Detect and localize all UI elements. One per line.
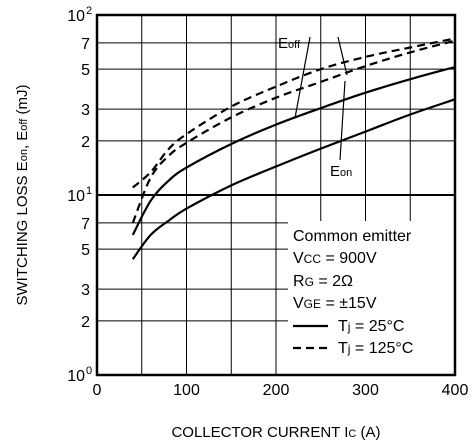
y-tick-label: 2 <box>81 134 90 151</box>
x-axis-title-text: COLLECTOR CURRENT <box>171 424 344 441</box>
x-axis-title: COLLECTOR CURRENT IC (A) <box>171 424 380 441</box>
legend-entry-value: = 125°C <box>350 340 413 357</box>
x-axis-title-symbol-sub: C <box>348 428 356 440</box>
y-tick-label: 7 <box>81 36 90 53</box>
y-tick-label: 5 <box>81 242 90 259</box>
plot-frame <box>95 13 457 377</box>
annotation-eon: Eon <box>330 163 352 180</box>
legend-condition-base: R <box>293 273 305 290</box>
y-tick-label: 3 <box>81 282 90 299</box>
y-tick-exponent: 2 <box>86 5 92 17</box>
y-tick-label: 3 <box>81 102 90 119</box>
legend-entry-base: T <box>338 340 348 357</box>
legend-condition-base: V <box>293 250 304 267</box>
legend-condition-value: = ±15V <box>321 295 377 312</box>
legend-condition-sub: GE <box>304 297 321 311</box>
legend-entry-label: Tj = 25°C <box>338 318 404 335</box>
annotation-eoff-sub: off <box>288 39 301 51</box>
x-axis-title-unit: (A) <box>356 424 380 441</box>
legend-entry-label: Tj = 125°C <box>338 340 413 357</box>
legend-condition: RG = 2Ω <box>293 273 353 290</box>
y-tick-label: 7 <box>81 216 90 233</box>
x-axis-title-symbol: I <box>344 424 348 441</box>
legend-condition: VCC = 900V <box>293 250 377 267</box>
x-tick-label: 200 <box>263 382 290 399</box>
legend-condition-base: V <box>293 295 304 312</box>
series-line-eoff-solid <box>131 65 456 236</box>
series-line-eoff-dashed <box>131 39 456 224</box>
legend-condition-sub: CC <box>304 252 322 266</box>
legend-entry-value: = 25°C <box>350 318 404 335</box>
x-tick-label: 0 <box>93 382 102 399</box>
series-line-eon-dashed <box>132 37 456 189</box>
y-tick-exponent: 0 <box>86 365 92 377</box>
y-axis-title: SWITCHING LOSS Eon, Eoff (mJ) <box>14 85 31 306</box>
y-tick-label: 2 <box>81 314 90 331</box>
annotation-eoff-base: E <box>278 35 288 52</box>
y-axis-title-text: SWITCHING LOSS <box>14 171 31 305</box>
annotation-eoff: Eoff <box>278 35 301 52</box>
legend-entry-base: T <box>338 318 348 335</box>
y-axis-title-sub: on <box>18 149 30 161</box>
axis-titles: COLLECTOR CURRENT IC (A) SWITCHING LOSS E… <box>14 85 381 441</box>
y-tick-label: 5 <box>81 62 90 79</box>
x-tick-label: 300 <box>352 382 379 399</box>
legend-entry-sub: j <box>347 342 351 356</box>
legend-box <box>288 221 454 374</box>
y-axis-title-part: E <box>14 161 31 171</box>
x-tick-label: 100 <box>173 382 200 399</box>
y-tick-label: 10 <box>67 8 85 25</box>
y-tick-label: 10 <box>67 188 85 205</box>
series-line-eon-solid <box>131 98 456 260</box>
y-axis-title-part: (mJ) <box>14 85 31 119</box>
legend-entry-sub: j <box>347 320 351 334</box>
y-axis-title-sub: off <box>18 118 30 131</box>
annotation-eon-sub: on <box>340 167 352 179</box>
legend-condition: Common emitter <box>293 228 412 245</box>
legend-condition-sub: G <box>305 275 314 289</box>
annotation-eon-base: E <box>330 163 340 180</box>
legend-condition-value: = 2Ω <box>314 273 353 290</box>
annotation-eon-leader <box>339 80 346 161</box>
annotation-eoff-leader <box>294 36 311 119</box>
y-axis-title-part: , E <box>14 131 31 149</box>
annotation-eoff-leader <box>337 36 348 76</box>
x-tick-label: 400 <box>442 382 469 399</box>
legend-condition-value: = 900V <box>321 250 377 267</box>
y-tick-exponent: 1 <box>86 185 92 197</box>
series-lines <box>131 37 456 260</box>
y-tick-label: 10 <box>67 368 85 385</box>
legend-condition: VGE = ±15V <box>293 295 377 312</box>
